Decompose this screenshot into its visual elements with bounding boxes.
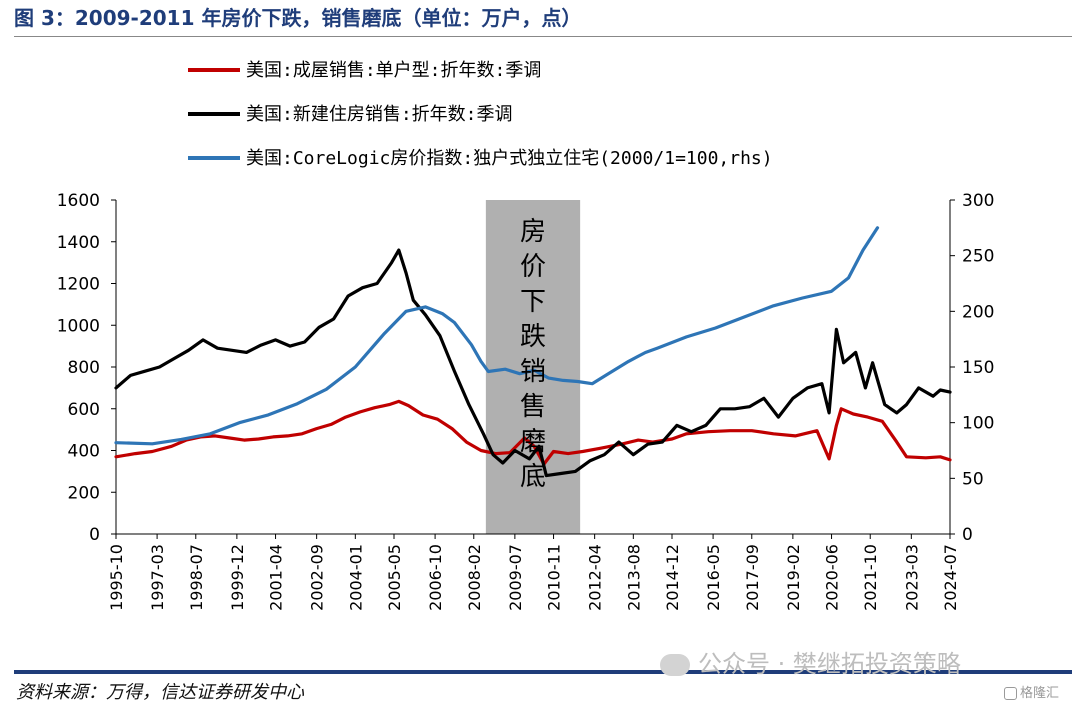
title-divider <box>14 36 1072 37</box>
shaded-label-char: 磨 <box>520 427 546 457</box>
x-tick-label: 2017-09 <box>743 544 762 611</box>
y-right-tick-label: 200 <box>962 302 994 322</box>
x-tick-label: 2021-10 <box>861 544 880 611</box>
y-left-tick-label: 1000 <box>57 316 100 336</box>
y-left-tick-label: 600 <box>68 400 100 420</box>
x-tick-label: 1999-12 <box>228 544 247 611</box>
badge-text: 格隆汇 <box>1020 686 1060 701</box>
x-tick-label: 2008-02 <box>465 544 484 611</box>
y-right-tick-label: 0 <box>962 525 973 545</box>
y-right-tick-label: 300 <box>962 191 994 211</box>
shaded-label-char: 房 <box>520 217 546 247</box>
series-line-2 <box>114 248 952 478</box>
watermark-text: 公众号 · 樊继拓投资策略 <box>698 650 961 678</box>
y-left-tick-label: 1400 <box>57 233 100 253</box>
shaded-rect <box>485 200 581 534</box>
x-tick-label: 2006-10 <box>426 544 445 611</box>
y-left-tick-label: 800 <box>68 358 100 378</box>
series-lines <box>114 226 952 478</box>
x-tick-label: 1995-10 <box>107 544 126 611</box>
x-tick-label: 1998-07 <box>187 544 206 611</box>
shaded-region <box>485 200 581 534</box>
x-tick-label: 2004-01 <box>346 544 365 611</box>
y-right-tick-label: 150 <box>962 358 994 378</box>
watermark: 公众号 · 樊继拓投资策略 <box>660 644 961 679</box>
axes: 0 200 400 600 800 1000 1200 1400 1600 0 50 100 150 20… <box>57 191 995 611</box>
x-tick-label: 2010-11 <box>545 544 564 611</box>
legend-label-3: 美国:CoreLogic房价指数:独户式独立住宅(2000/1=100,rhs) <box>246 148 773 169</box>
x-tick-label: 2024-07 <box>941 544 960 611</box>
shaded-label-char: 底 <box>520 462 546 492</box>
y-left-tick-label: 0 <box>89 525 100 545</box>
x-tick-label: 2001-04 <box>267 544 286 611</box>
y-right-tick-label: 50 <box>962 469 984 489</box>
x-tick-label: 2019-02 <box>784 544 803 611</box>
y-left-tick-label: 200 <box>68 483 100 503</box>
series-line-3 <box>114 226 880 446</box>
badge-icon <box>1004 687 1017 700</box>
x-tick-label: 2014-12 <box>663 544 682 611</box>
shaded-label-char: 下 <box>520 287 546 317</box>
chart: 美国:成屋销售:单户型:折年数:季调美国:新建住房销售:折年数:季调美国:Cor… <box>57 60 995 611</box>
source-note: 资料来源：万得，信达证券研发中心 <box>16 682 304 703</box>
legend-label-1: 美国:成屋销售:单户型:折年数:季调 <box>246 60 541 81</box>
y-left-tick-label: 1600 <box>57 191 100 211</box>
x-tick-label: 2009-07 <box>506 544 525 611</box>
x-tick-label: 2020-06 <box>823 544 842 611</box>
legend: 美国:成屋销售:单户型:折年数:季调美国:新建住房销售:折年数:季调美国:Cor… <box>188 60 773 169</box>
shaded-label-char: 销 <box>520 357 546 387</box>
y-right-tick-label: 250 <box>962 247 994 267</box>
x-tick-label: 2013-08 <box>624 544 643 611</box>
series-line-1 <box>114 399 952 466</box>
footer-divider <box>14 670 1072 674</box>
x-tick-label: 1997-03 <box>148 544 167 611</box>
x-tick-label: 2023-03 <box>902 544 921 611</box>
wechat-icon <box>660 654 690 676</box>
legend-label-2: 美国:新建住房销售:折年数:季调 <box>246 104 513 125</box>
x-tick-label: 2005-05 <box>385 544 404 611</box>
shaded-label-char: 售 <box>520 392 546 422</box>
y-left-tick-label: 400 <box>68 442 100 462</box>
watermark-badge: 格隆汇 <box>1004 682 1059 701</box>
x-tick-label: 2002-09 <box>308 544 327 611</box>
x-tick-label: 2012-04 <box>586 544 605 611</box>
shaded-label-char: 跌 <box>520 322 546 352</box>
chart-title: 图 3：2009-2011 年房价下跌，销售磨底（单位：万户，点） <box>14 6 582 30</box>
y-left-tick-label: 1200 <box>57 275 100 295</box>
shaded-label-char: 价 <box>520 252 546 282</box>
x-tick-label: 2016-05 <box>704 544 723 611</box>
y-right-tick-label: 100 <box>962 414 994 434</box>
